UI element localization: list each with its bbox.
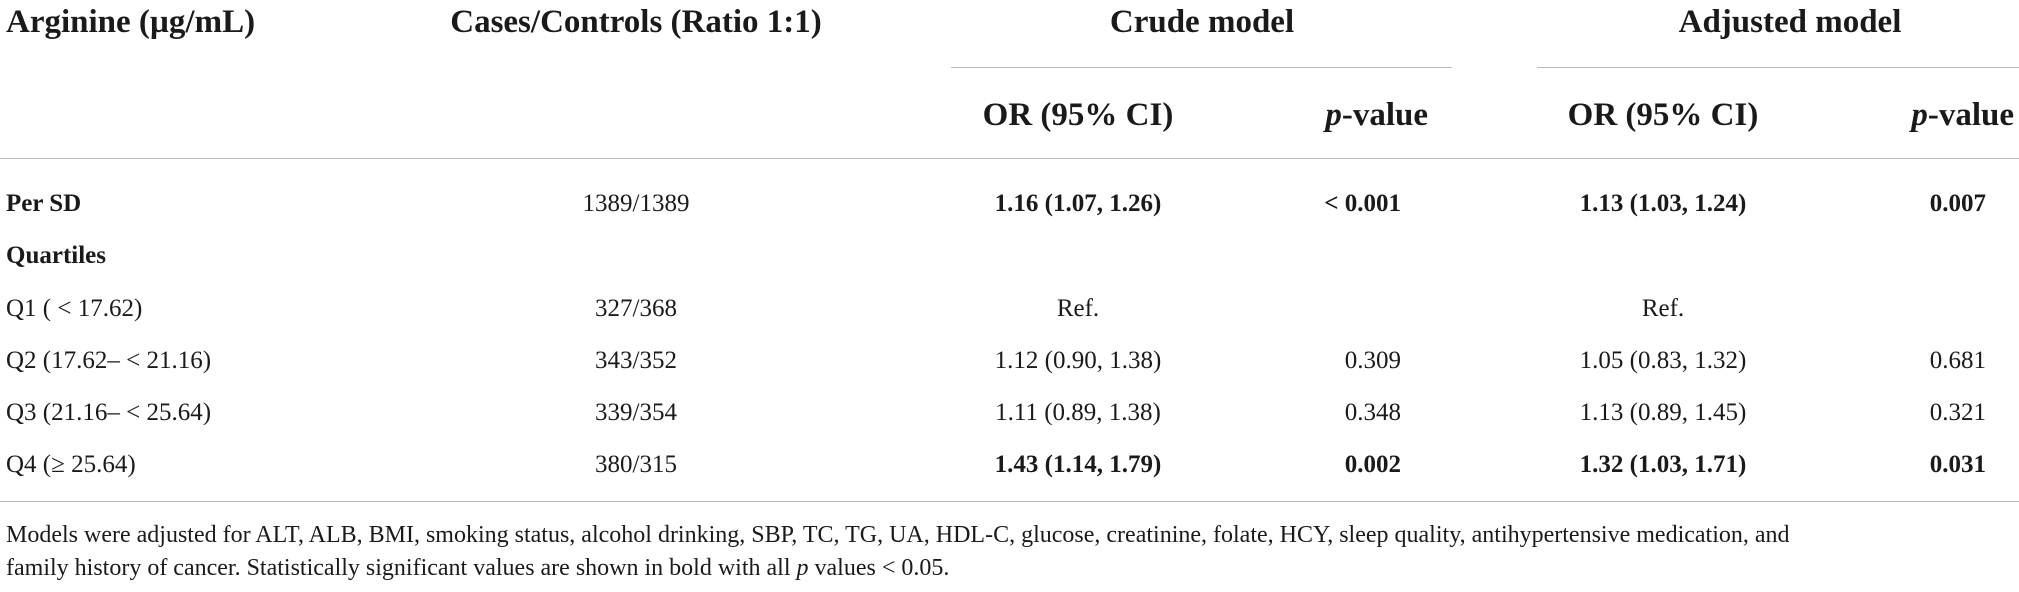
cell-crude-or: Ref. [1056,295,1100,322]
cell-adjusted-p: 0.031 [1929,451,1986,478]
adjusted-model-underline [1537,67,2019,68]
cell-crude-or: 1.11 (0.89, 1.38) [995,399,1161,426]
cell-cases: 1389/1389 [582,190,690,217]
cell-crude-p: 0.309 [1344,347,1401,374]
cell-crude-p: < 0.001 [1324,190,1401,217]
cell-adjusted-or: Ref. [1641,295,1685,322]
row-label-per-sd: Per SD [6,190,82,217]
footnote-line-2: family history of cancer. Statistically … [6,555,950,581]
footnote-line-1: Models were adjusted for ALT, ALB, BMI, … [6,522,1790,548]
cell-cases: 327/368 [595,295,677,322]
cell-adjusted-or: 1.32 (1.03, 1.71) [1579,451,1747,478]
cell-adjusted-or: 1.13 (0.89, 1.45) [1579,399,1747,426]
crude-model-underline [951,67,1452,68]
row-label-q2: Q2 (17.62– < 21.16) [6,347,212,374]
header-crude-p-value: p-value [1325,97,1428,133]
header-adjusted-model: Adjusted model [1678,4,1902,40]
row-label-q4: Q4 (≥ 25.64) [6,451,136,478]
cell-adjusted-p: 0.321 [1929,399,1986,426]
cell-crude-or: 1.43 (1.14, 1.79) [994,451,1162,478]
header-crude-or-ci: OR (95% CI) [982,97,1174,133]
cell-adjusted-p: 0.681 [1929,347,1986,374]
cell-cases: 380/315 [595,451,677,478]
cell-adjusted-or: 1.13 (1.03, 1.24) [1579,190,1747,217]
header-adjusted-or-ci: OR (95% CI) [1567,97,1759,133]
header-crude-model: Crude model [1109,4,1295,40]
cell-cases: 343/352 [595,347,677,374]
cell-adjusted-or: 1.05 (0.83, 1.32) [1579,347,1747,374]
cell-crude-p: 0.348 [1344,399,1401,426]
row-label-q1: Q1 ( < 17.62) [6,295,143,322]
header-bottom-rule [0,158,2019,159]
cell-crude-p: 0.002 [1344,451,1401,478]
cell-crude-or: 1.12 (0.90, 1.38) [994,347,1162,374]
header-cases-controls: Cases/Controls (Ratio 1:1) [450,4,822,40]
header-arginine: Arginine (µg/mL) [6,4,256,40]
header-adjusted-p-value: p-value [1911,97,2014,133]
cell-crude-or: 1.16 (1.07, 1.26) [994,190,1162,217]
row-label-quartiles: Quartiles [6,242,106,269]
cell-adjusted-p: 0.007 [1929,190,1986,217]
table-bottom-rule [0,501,2019,502]
row-label-q3: Q3 (21.16– < 25.64) [6,399,212,426]
cell-cases: 339/354 [595,399,677,426]
